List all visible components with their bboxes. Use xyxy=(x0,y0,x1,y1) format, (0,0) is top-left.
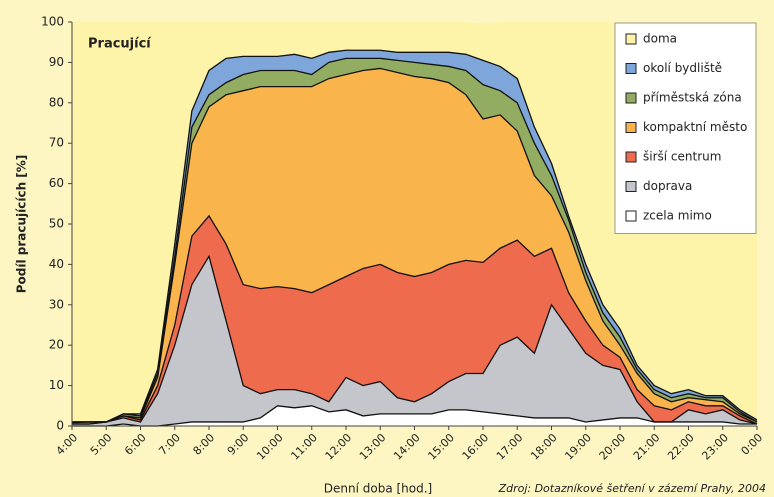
legend-label: doma xyxy=(643,32,677,46)
legend-swatch xyxy=(625,181,637,192)
area-edge xyxy=(72,254,758,425)
x-tick-label: 21:00 xyxy=(631,431,663,463)
y-tick-label: 50 xyxy=(49,217,64,231)
y-tick-label: 30 xyxy=(49,297,64,311)
area xyxy=(72,22,757,422)
x-tick-label: 16:00 xyxy=(460,431,492,463)
x-tick-label: 4:00 xyxy=(54,431,81,458)
x-axis-label: Denní doba [hod.] xyxy=(324,482,432,496)
x-tick-label: 11:00 xyxy=(288,431,320,463)
source-note: Zdroj: Dotazníkové šetření v zázemí Prah… xyxy=(498,482,766,495)
x-tick-label: 13:00 xyxy=(357,431,389,463)
x-tick-label: 18:00 xyxy=(528,431,560,463)
legend-label: zcela mimo xyxy=(643,209,712,223)
area-edge xyxy=(72,57,758,423)
x-tick-label: 17:00 xyxy=(494,431,526,463)
legend-label: příměstská zóna xyxy=(643,91,742,105)
legend-label: doprava xyxy=(643,179,692,193)
y-axis-label: Podíl pracujících [%] xyxy=(15,155,29,294)
x-tick-label: 14:00 xyxy=(391,431,423,463)
legend-label: okolí bydliště xyxy=(643,61,722,75)
y-tick-label: 20 xyxy=(49,338,64,352)
y-tick-label: 60 xyxy=(49,176,64,190)
area-edge xyxy=(71,67,758,424)
x-tick-label: 7:00 xyxy=(156,431,183,458)
x-tick-label: 6:00 xyxy=(122,431,149,458)
y-tick-label: 10 xyxy=(49,378,64,392)
legend-swatch xyxy=(625,92,637,104)
area xyxy=(72,215,757,424)
y-tick-label: 70 xyxy=(49,136,64,150)
area-edge xyxy=(72,49,758,423)
x-tick-label: 8:00 xyxy=(191,431,218,458)
x-tick-label: 5:00 xyxy=(88,431,115,458)
area xyxy=(72,256,757,426)
area-edge xyxy=(72,405,757,427)
legend-swatch xyxy=(625,210,637,222)
x-tick-label: 19:00 xyxy=(562,431,594,463)
x-tick-label: 20:00 xyxy=(597,431,629,463)
x-tick-label: 9:00 xyxy=(225,431,252,458)
y-tick-label: 90 xyxy=(49,55,64,69)
y-tick-label: 40 xyxy=(49,257,64,271)
area xyxy=(72,68,757,424)
legend-label: kompaktní město xyxy=(643,120,747,134)
y-tick-label: 100 xyxy=(41,15,64,29)
x-tick-label: 10:00 xyxy=(254,431,286,463)
chart-title: Pracující xyxy=(88,37,152,52)
y-tick-label: 0 xyxy=(56,419,64,433)
x-tick-label: 23:00 xyxy=(699,431,731,463)
y-tick-label: 80 xyxy=(49,95,64,109)
x-tick-label: 15:00 xyxy=(425,431,457,463)
area xyxy=(72,405,757,426)
legend-swatch xyxy=(625,151,637,163)
legend-swatch xyxy=(625,63,637,74)
x-tick-label: 0:00 xyxy=(739,431,766,458)
legend-swatch xyxy=(625,122,637,133)
x-tick-label: 22:00 xyxy=(665,431,697,463)
x-tick-label: 12:00 xyxy=(323,431,355,463)
legend-label: širší centrum xyxy=(643,150,721,164)
area-edge xyxy=(72,214,758,425)
legend-swatch xyxy=(625,33,637,45)
legend-box xyxy=(614,22,757,234)
